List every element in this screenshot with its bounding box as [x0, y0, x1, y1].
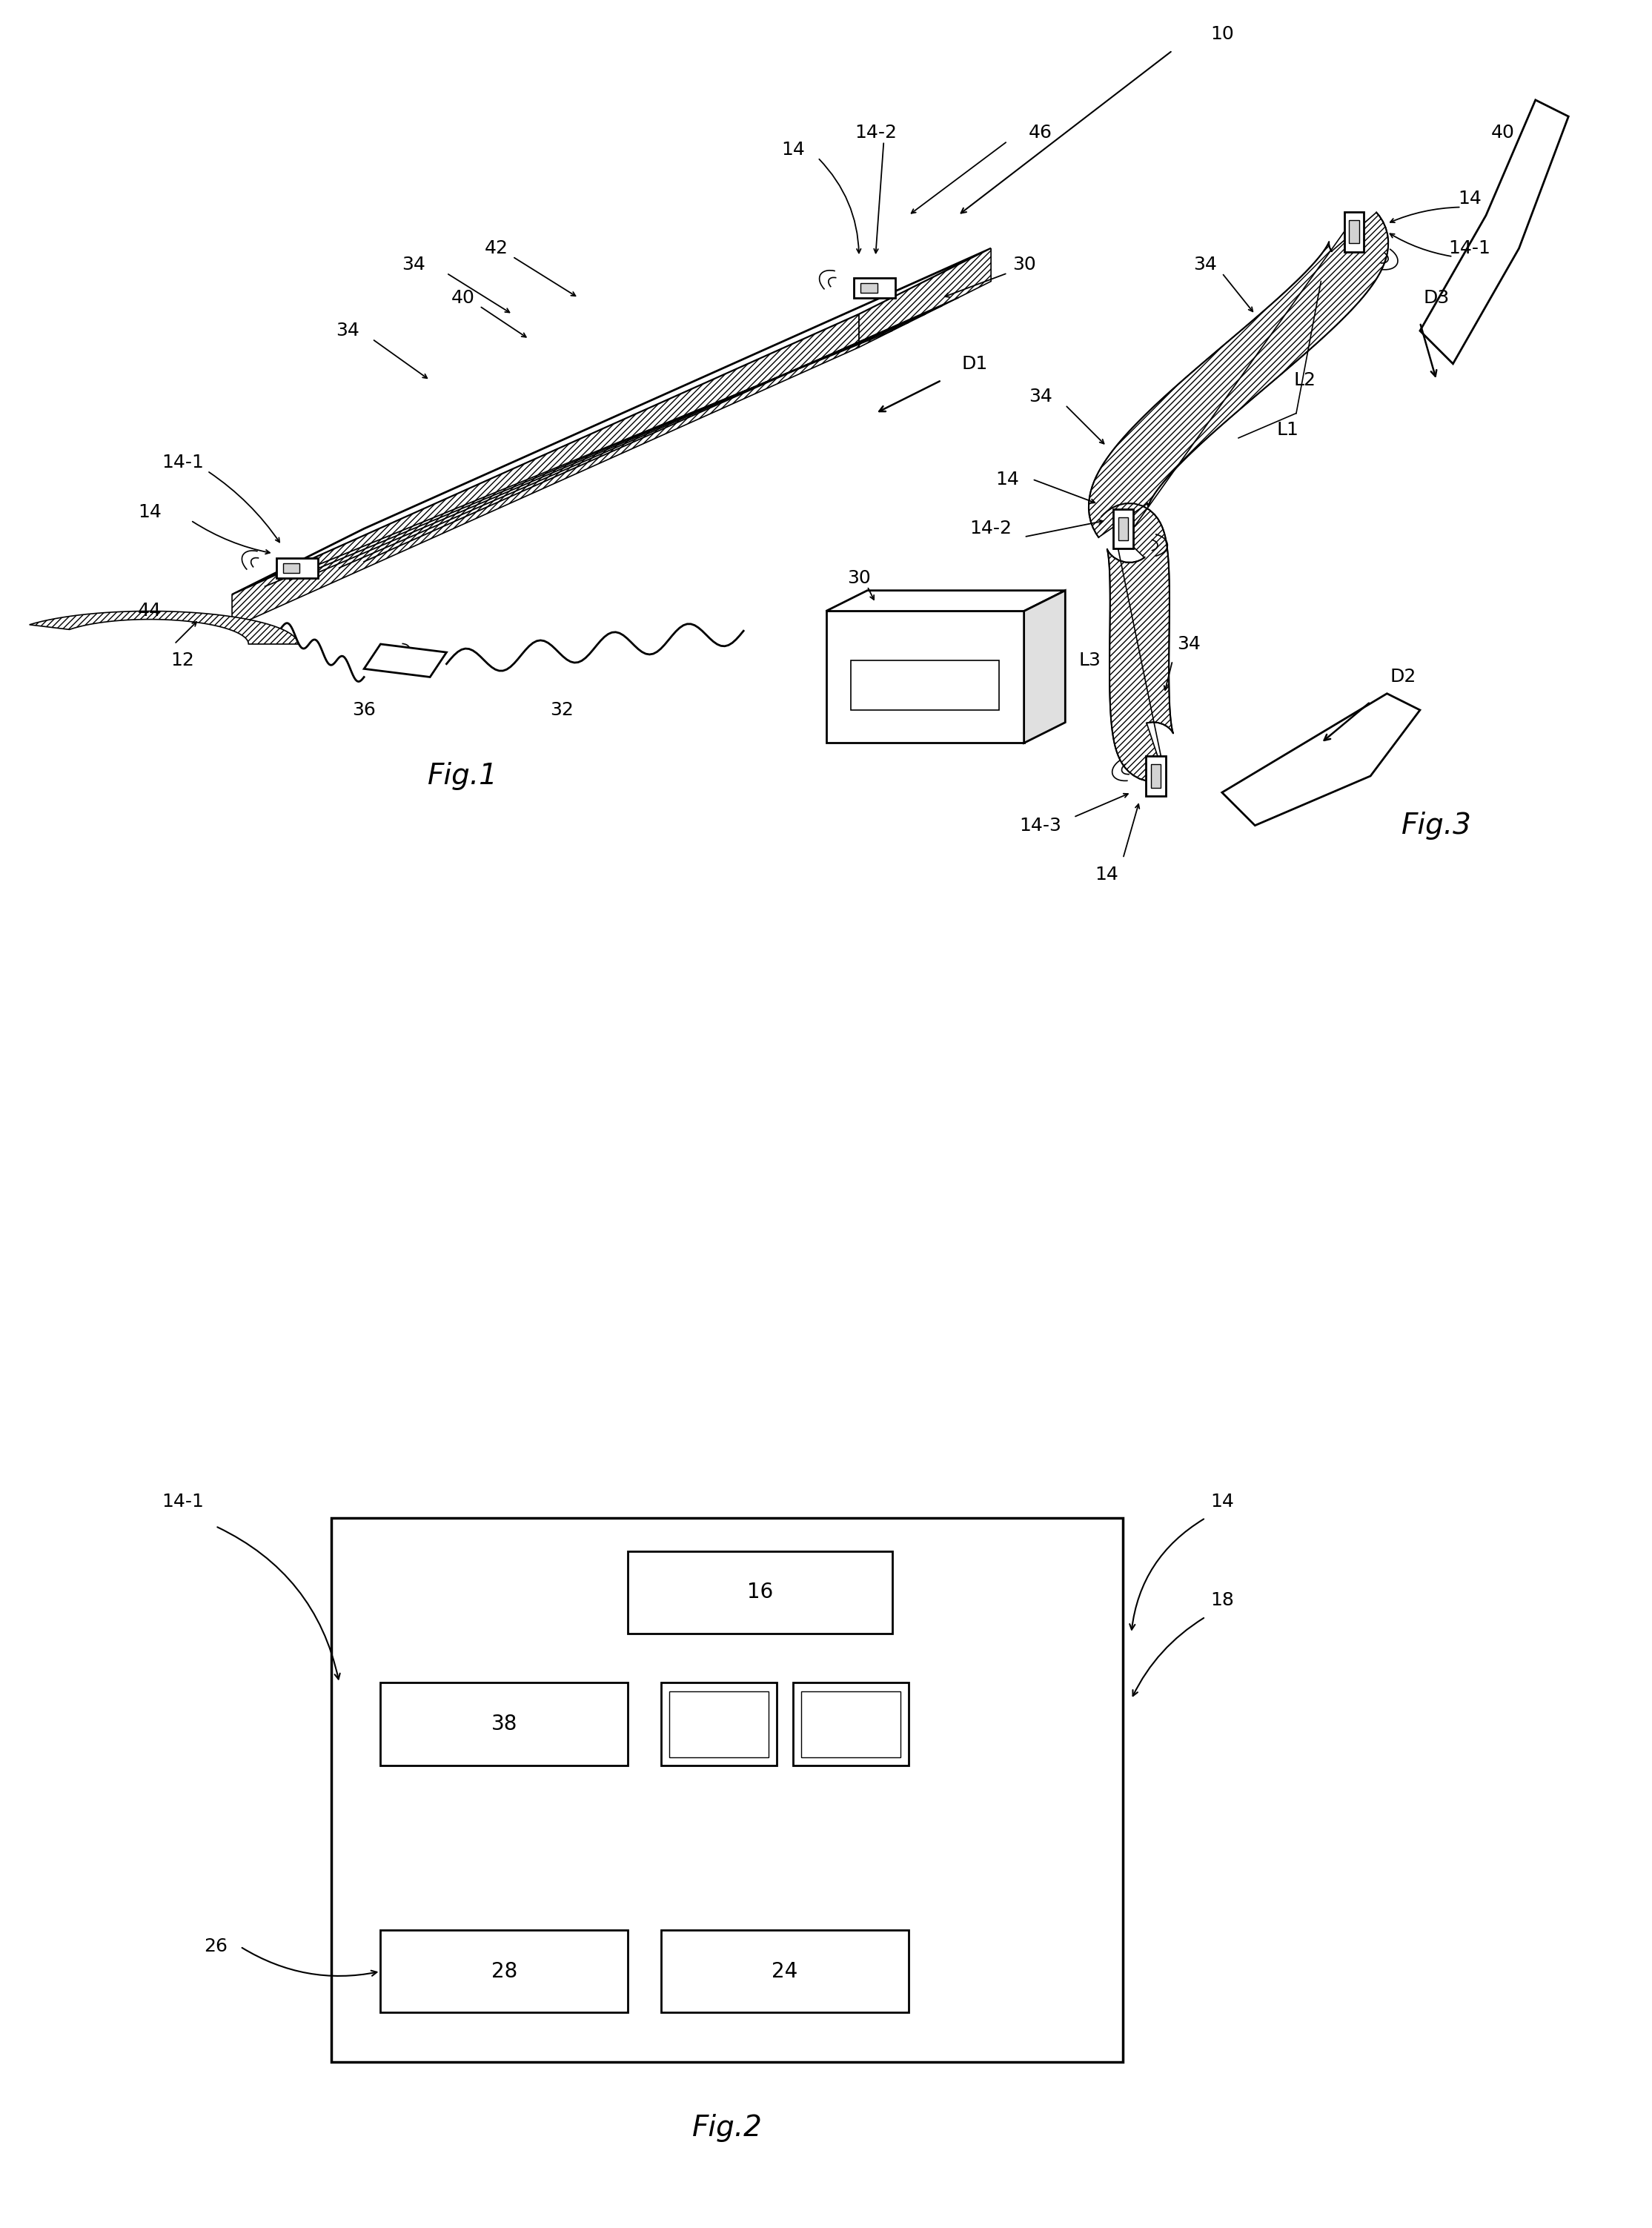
- Bar: [851, 659, 999, 711]
- Text: 36: 36: [352, 702, 375, 720]
- Text: 14: 14: [1095, 867, 1118, 885]
- Text: 14: 14: [781, 140, 805, 158]
- Polygon shape: [826, 590, 1066, 610]
- Bar: [661, 1682, 776, 1765]
- Text: 14: 14: [1211, 1493, 1234, 1511]
- Text: 34: 34: [1178, 635, 1201, 653]
- Text: 14: 14: [137, 504, 162, 521]
- Polygon shape: [1089, 212, 1388, 537]
- Polygon shape: [859, 247, 991, 348]
- Bar: [1118, 517, 1128, 539]
- Bar: [861, 283, 877, 292]
- Text: 14-1: 14-1: [162, 455, 203, 472]
- Bar: [854, 278, 895, 299]
- Text: 34: 34: [1029, 388, 1052, 405]
- Bar: [1151, 764, 1161, 786]
- Text: 30: 30: [1013, 256, 1036, 274]
- Text: 40: 40: [1490, 125, 1515, 143]
- Text: 28: 28: [491, 1961, 517, 1981]
- Text: 20: 20: [838, 1713, 864, 1733]
- Polygon shape: [231, 247, 991, 595]
- Polygon shape: [1102, 504, 1173, 782]
- Text: 34: 34: [1194, 256, 1218, 274]
- Text: 34: 34: [335, 321, 360, 339]
- Bar: [380, 1682, 628, 1765]
- Text: 32: 32: [550, 702, 573, 720]
- Text: 14-1: 14-1: [162, 1493, 203, 1511]
- Text: 14: 14: [1457, 189, 1482, 207]
- Text: 14-2: 14-2: [854, 125, 897, 143]
- Text: 44: 44: [137, 602, 162, 619]
- Text: D1: D1: [961, 354, 988, 372]
- Bar: [330, 1517, 1123, 2063]
- Text: L2: L2: [1294, 372, 1315, 390]
- Text: 16: 16: [747, 1582, 773, 1602]
- Text: L3: L3: [1079, 651, 1102, 668]
- Bar: [661, 1929, 909, 2012]
- Text: D2: D2: [1391, 668, 1416, 686]
- Bar: [1345, 212, 1365, 252]
- Text: Fig.2: Fig.2: [692, 2114, 762, 2141]
- Polygon shape: [30, 610, 297, 644]
- Text: 14-3: 14-3: [1019, 815, 1062, 833]
- Bar: [793, 1682, 909, 1765]
- Text: D3: D3: [1424, 290, 1449, 307]
- Text: 26: 26: [203, 1938, 228, 1956]
- Text: 22: 22: [705, 1713, 732, 1733]
- Bar: [1146, 755, 1166, 795]
- Text: 30: 30: [847, 568, 871, 586]
- Text: L1: L1: [1277, 421, 1298, 439]
- Bar: [628, 1551, 892, 1633]
- Text: 34: 34: [401, 256, 425, 274]
- Text: Fig.3: Fig.3: [1401, 811, 1472, 840]
- Bar: [826, 610, 1024, 742]
- Polygon shape: [1421, 100, 1568, 363]
- Text: 38: 38: [491, 1713, 517, 1733]
- Text: 14-2: 14-2: [970, 519, 1013, 537]
- Text: 24: 24: [771, 1961, 798, 1981]
- Bar: [282, 564, 299, 573]
- Text: 14-1: 14-1: [1449, 238, 1490, 256]
- Text: 18: 18: [1211, 1591, 1234, 1609]
- Polygon shape: [1024, 590, 1066, 742]
- Polygon shape: [363, 644, 446, 677]
- Bar: [1350, 221, 1360, 243]
- Bar: [669, 1691, 768, 1758]
- Text: 46: 46: [1029, 125, 1052, 143]
- Text: 42: 42: [484, 238, 507, 256]
- Bar: [380, 1929, 628, 2012]
- Text: Fig.1: Fig.1: [428, 762, 499, 791]
- Text: 14: 14: [996, 470, 1019, 488]
- Bar: [1113, 508, 1133, 548]
- Polygon shape: [1222, 693, 1421, 824]
- Text: 10: 10: [1211, 25, 1234, 42]
- Polygon shape: [231, 314, 859, 628]
- Bar: [801, 1691, 900, 1758]
- Text: 12: 12: [170, 651, 195, 668]
- Bar: [276, 559, 317, 577]
- Text: 40: 40: [451, 290, 474, 307]
